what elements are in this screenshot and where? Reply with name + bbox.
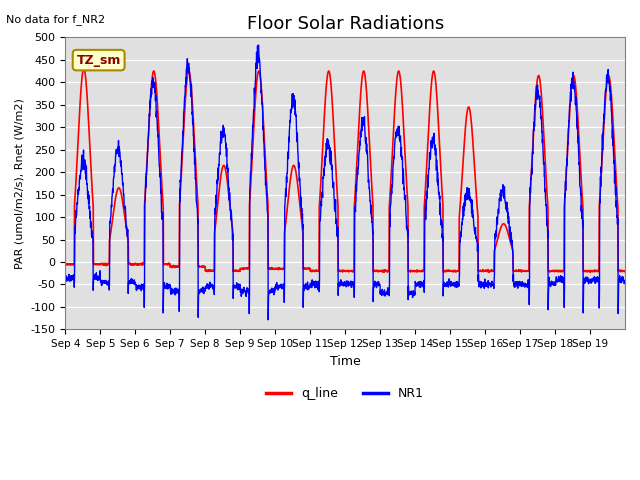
X-axis label: Time: Time bbox=[330, 355, 360, 368]
NR1 bbox=[264, 317, 272, 323]
q_line bbox=[80, 66, 88, 72]
Line: q_line: q_line bbox=[65, 69, 625, 272]
Text: No data for f_NR2: No data for f_NR2 bbox=[6, 13, 106, 24]
q_line bbox=[379, 268, 387, 274]
NR1 bbox=[255, 42, 262, 48]
NR1 bbox=[238, 286, 246, 292]
q_line bbox=[514, 268, 522, 274]
NR1 bbox=[621, 279, 629, 285]
q_line bbox=[614, 198, 621, 204]
q_line bbox=[586, 269, 594, 275]
Title: Floor Solar Radiations: Floor Solar Radiations bbox=[246, 15, 444, 33]
NR1 bbox=[614, 221, 621, 227]
q_line bbox=[61, 261, 69, 267]
NR1 bbox=[117, 158, 125, 164]
NR1 bbox=[514, 280, 522, 286]
NR1 bbox=[546, 281, 554, 287]
NR1 bbox=[61, 275, 69, 281]
q_line bbox=[238, 266, 246, 272]
q_line bbox=[545, 269, 553, 275]
Line: NR1: NR1 bbox=[65, 45, 625, 320]
Y-axis label: PAR (umol/m2/s), Rnet (W/m2): PAR (umol/m2/s), Rnet (W/m2) bbox=[15, 98, 25, 269]
NR1 bbox=[380, 291, 387, 297]
q_line bbox=[118, 192, 125, 198]
q_line bbox=[621, 269, 629, 275]
Legend: q_line, NR1: q_line, NR1 bbox=[261, 382, 429, 405]
Text: TZ_sm: TZ_sm bbox=[76, 54, 121, 67]
